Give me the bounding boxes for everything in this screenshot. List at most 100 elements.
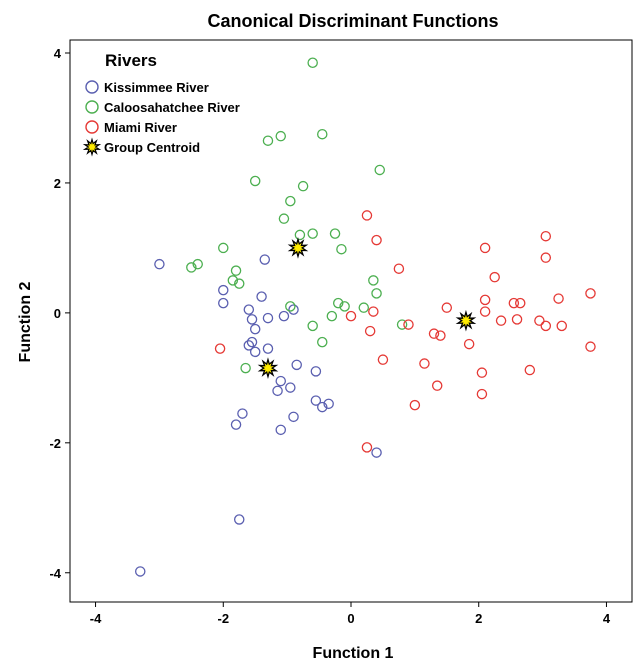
miami-river-point: [377, 354, 389, 365]
caloosahatchee-river-point: [332, 297, 344, 309]
caloosahatchee-river-point: [294, 229, 306, 241]
miami-river-point: [585, 341, 596, 352]
kissimmee-river-point: [275, 424, 286, 436]
caloosahatchee-river-point: [249, 175, 261, 187]
miami-river-point: [364, 325, 376, 337]
kissimmee-river-point: [246, 336, 258, 348]
caloosahatchee-river-point: [186, 262, 197, 273]
caloosahatchee-river-point: [339, 301, 350, 312]
x-tick-label: 0: [347, 611, 354, 626]
kissimmee-river-point: [243, 340, 255, 351]
caloosahatchee-river-point: [374, 164, 385, 176]
miami-river-point: [361, 210, 373, 221]
kissimmee-river-point: [291, 359, 302, 371]
x-tick-label: 4: [603, 611, 611, 626]
legend-marker-kissimmee-river: [85, 80, 99, 94]
caloosahatchee-river-point: [307, 57, 318, 68]
caloosahatchee-river-point: [278, 213, 290, 224]
caloosahatchee-river-point: [218, 242, 229, 254]
miami-river-point: [371, 234, 382, 246]
miami-river-point: [393, 263, 405, 274]
kissimmee-river-point: [246, 314, 258, 325]
kissimmee-river-point: [154, 258, 165, 270]
group-centroid-point: [257, 357, 279, 379]
legend: Rivers Kissimmee River Caloosahatchee Riv…: [82, 51, 240, 157]
x-tick-label: 2: [475, 611, 482, 626]
caloosahatchee-river-point: [262, 135, 274, 146]
legend-label-caloosahatchee-river: Caloosahatchee River: [104, 100, 240, 115]
y-tick-label: 0: [54, 306, 61, 321]
legend-marker-miami-river: [85, 120, 99, 134]
group-centroid-point: [287, 237, 309, 259]
legend-marker-group-centroid: [82, 137, 102, 157]
x-tick-label: -4: [90, 611, 102, 626]
caloosahatchee-river-point: [329, 228, 341, 239]
kissimmee-river-point: [371, 447, 382, 458]
miami-river-point: [479, 294, 491, 306]
caloosahatchee-river-point: [326, 310, 338, 322]
kissimmee-river-point: [288, 411, 299, 423]
miami-river-point: [514, 297, 526, 309]
miami-river-point: [476, 388, 488, 400]
caloosahatchee-river-point: [227, 275, 239, 286]
miami-river-point: [435, 330, 446, 341]
x-axis-label: Function 1: [313, 645, 394, 662]
kissimmee-river-point: [243, 304, 255, 315]
kissimmee-river-point: [278, 310, 290, 322]
kissimmee-river-point: [272, 385, 283, 397]
kissimmee-river-point: [317, 401, 328, 413]
caloosahatchee-river-point: [396, 319, 408, 330]
miami-river-point: [534, 315, 545, 326]
miami-river-point: [524, 364, 536, 376]
kissimmee-river-point: [275, 375, 286, 387]
kissimmee-river-point: [285, 382, 296, 393]
legend-label-group-centroid: Group Centroid: [104, 140, 200, 155]
kissimmee-river-point: [256, 291, 267, 302]
kissimmee-river-point: [237, 408, 248, 419]
miami-river-point: [540, 320, 552, 332]
miami-river-point: [508, 297, 520, 309]
miami-river-point: [368, 306, 379, 317]
caloosahatchee-river-point: [297, 180, 309, 192]
caloosahatchee-river-point: [192, 258, 203, 270]
y-axis: -4 -2 0 2 4: [49, 46, 70, 581]
miami-river-point: [489, 271, 500, 283]
kissimmee-river-point: [218, 284, 229, 296]
caloosahatchee-river-point: [371, 288, 382, 299]
miami-river-point: [345, 310, 357, 322]
legend-label-miami-river: Miami River: [104, 120, 177, 135]
kissimmee-river-point: [310, 395, 322, 406]
kissimmee-river-point: [233, 514, 245, 525]
caloosahatchee-river-point: [275, 130, 286, 142]
legend-label-kissimmee-river: Kissimmee River: [104, 80, 209, 95]
caloosahatchee-river-point: [317, 128, 328, 140]
miami-river-point: [553, 293, 564, 304]
miami-river-point: [403, 319, 414, 330]
group-centroid-point: [455, 309, 477, 332]
kissimmee-river-point: [218, 297, 229, 309]
miami-river-point: [556, 320, 568, 332]
y-axis-label: Function 2: [17, 281, 34, 362]
kissimmee-river-point: [249, 346, 261, 358]
kissimmee-river-point: [249, 323, 261, 335]
miami-river-point: [540, 252, 552, 263]
miami-river-point: [463, 338, 475, 350]
miami-river-point: [540, 230, 552, 242]
caloosahatchee-river-point: [307, 320, 318, 332]
caloosahatchee-river-point: [336, 243, 347, 255]
data-points: [134, 57, 596, 577]
miami-river-point: [479, 242, 491, 254]
caloosahatchee-river-point: [285, 195, 296, 207]
caloosahatchee-river-point: [358, 302, 370, 313]
kissimmee-river-point: [262, 343, 274, 354]
y-tick-label: -2: [49, 436, 61, 451]
caloosahatchee-river-point: [285, 301, 296, 312]
miami-river-point: [511, 314, 523, 325]
caloosahatchee-river-point: [233, 278, 245, 289]
kissimmee-river-point: [230, 419, 242, 430]
miami-river-point: [441, 302, 453, 313]
kissimmee-river-point: [259, 254, 271, 265]
caloosahatchee-river-point: [368, 275, 379, 286]
chart-title: Canonical Discriminant Functions: [207, 11, 498, 31]
